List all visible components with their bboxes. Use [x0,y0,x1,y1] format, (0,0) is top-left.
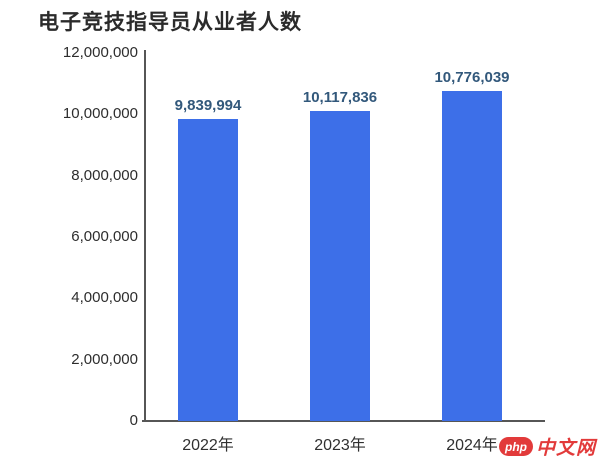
bar-value-label: 10,117,836 [302,88,378,106]
y-axis-tick-label: 4,000,000 [71,289,138,307]
y-axis-tick-label: 12,000,000 [62,44,138,61]
bar-value-label: 9,839,994 [174,97,242,115]
php-logo-icon: php [498,437,533,456]
chart-title: 电子竞技指导员从业者人数 [38,11,302,34]
x-axis-label: 2023年 [314,437,366,454]
bar-2022年 [178,119,238,421]
y-axis-line [144,50,146,422]
y-axis-tick-label: 10,000,000 [62,105,138,123]
y-axis-tick-label: 2,000,000 [71,350,138,368]
bar-2024年 [442,90,502,421]
y-axis-tick-label: 0 [129,412,138,429]
bar-2023年 [310,110,370,421]
x-axis-label: 2024年 [446,437,498,454]
x-axis-line [142,420,545,422]
bar-value-label: 10,776,039 [434,68,510,86]
watermark-site-text: 中文网 [535,438,596,459]
y-axis-tick-label: 6,000,000 [71,228,138,245]
php-logo-text: php [504,439,527,454]
watermark: php 中文网 [498,433,596,459]
x-axis-label: 2022年 [182,437,234,454]
y-axis-tick-label: 8,000,000 [71,166,138,184]
